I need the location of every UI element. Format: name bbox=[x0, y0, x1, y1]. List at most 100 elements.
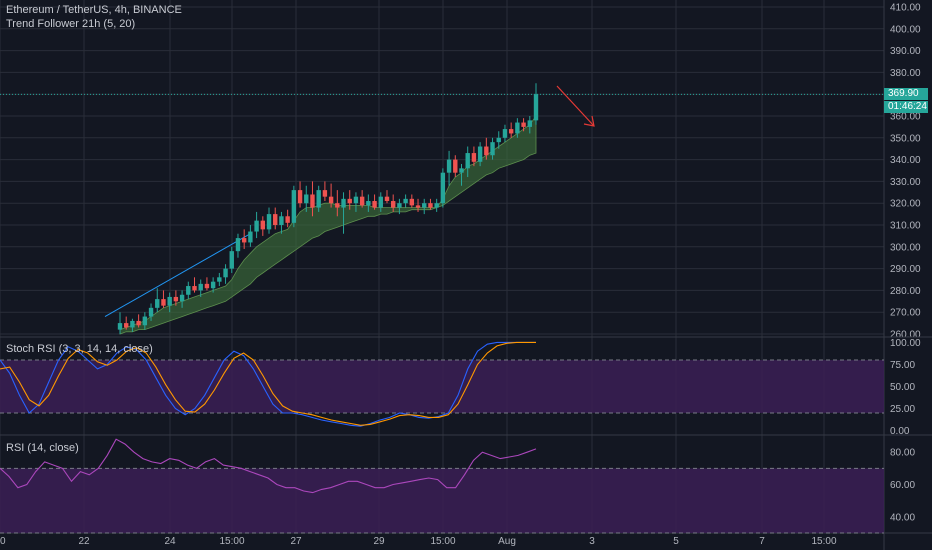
stoch-series-line bbox=[0, 341, 536, 427]
y-tick-label: 350.00 bbox=[890, 133, 921, 144]
candle bbox=[384, 196, 390, 202]
stoch-tick-label: 100.00 bbox=[890, 338, 921, 349]
x-tick-label: 24 bbox=[164, 536, 176, 547]
y-tick-label: 400.00 bbox=[890, 24, 921, 35]
candle bbox=[477, 146, 483, 162]
candle bbox=[508, 129, 514, 134]
candle bbox=[117, 323, 123, 330]
rsi-band bbox=[0, 468, 884, 533]
candle bbox=[285, 216, 290, 223]
x-tick-label: 27 bbox=[290, 536, 302, 547]
x-tick-label: 15:00 bbox=[219, 536, 244, 547]
candle bbox=[322, 190, 328, 197]
candle bbox=[353, 196, 359, 204]
candle bbox=[155, 299, 160, 308]
candle bbox=[434, 203, 439, 208]
candle bbox=[229, 251, 234, 269]
candle bbox=[471, 153, 477, 162]
candle bbox=[502, 129, 508, 138]
x-tick-label: 22 bbox=[78, 536, 90, 547]
y-tick-label: 380.00 bbox=[890, 68, 921, 79]
candle bbox=[235, 238, 241, 252]
candle bbox=[484, 146, 489, 156]
candle bbox=[347, 198, 352, 204]
candle bbox=[179, 294, 185, 302]
rsi-tick-label: 80.00 bbox=[890, 448, 915, 459]
candle bbox=[148, 307, 154, 317]
arrow-head bbox=[583, 115, 595, 127]
candle bbox=[440, 172, 446, 204]
candle bbox=[459, 168, 464, 173]
y-tick-label: 390.00 bbox=[890, 46, 921, 57]
candle bbox=[254, 220, 259, 232]
candle bbox=[310, 194, 315, 208]
candle bbox=[304, 194, 309, 204]
candle bbox=[241, 238, 247, 243]
rsi-tick-label: 40.00 bbox=[890, 512, 915, 523]
symbol-legend[interactable]: Ethereum / TetherUS, 4h, BINANCE bbox=[6, 4, 182, 16]
x-tick-label: Aug bbox=[498, 536, 516, 547]
candle bbox=[496, 137, 501, 143]
candle bbox=[186, 286, 191, 295]
stoch-rsi-legend[interactable]: Stoch RSI (3, 3, 14, 14, close) bbox=[6, 343, 153, 355]
candle bbox=[161, 299, 166, 306]
candle bbox=[378, 196, 383, 208]
stoch-tick-label: 50.00 bbox=[890, 382, 915, 393]
x-tick-label: 3 bbox=[589, 536, 595, 547]
y-tick-label: 330.00 bbox=[890, 177, 921, 188]
y-tick-label: 260.00 bbox=[890, 330, 921, 341]
candle bbox=[260, 220, 266, 230]
y-tick-label: 280.00 bbox=[890, 286, 921, 297]
candle bbox=[198, 283, 203, 291]
x-tick-label: 20 bbox=[0, 536, 6, 547]
candle bbox=[341, 198, 346, 208]
rsi-legend[interactable]: RSI (14, close) bbox=[6, 442, 79, 454]
candle bbox=[328, 196, 334, 204]
y-tick-label: 340.00 bbox=[890, 155, 921, 166]
trendline bbox=[104, 233, 251, 317]
candle bbox=[279, 216, 284, 225]
candle bbox=[527, 120, 532, 127]
stoch-series-line bbox=[0, 341, 536, 426]
candle bbox=[192, 286, 197, 291]
candle bbox=[403, 198, 408, 204]
candle bbox=[266, 214, 272, 230]
indicator-legend[interactable]: Trend Follower 21h (5, 20) bbox=[6, 18, 136, 30]
y-tick-label: 300.00 bbox=[890, 242, 921, 253]
candle bbox=[124, 323, 129, 328]
candle bbox=[204, 283, 210, 289]
candle bbox=[223, 268, 228, 278]
x-tick-label: 15:00 bbox=[430, 536, 455, 547]
candle bbox=[273, 214, 278, 225]
x-tick-label: 7 bbox=[759, 536, 765, 547]
candle bbox=[453, 159, 458, 173]
candle bbox=[397, 203, 402, 208]
candle bbox=[173, 296, 179, 302]
candle bbox=[372, 201, 377, 208]
arrow-annotation bbox=[556, 85, 595, 127]
candle bbox=[390, 201, 396, 208]
candle bbox=[521, 122, 526, 127]
candle bbox=[142, 316, 148, 326]
x-tick-label: 15:00 bbox=[811, 536, 836, 547]
y-tick-label: 290.00 bbox=[890, 264, 921, 275]
stoch-tick-label: 0.00 bbox=[890, 426, 910, 437]
candle bbox=[316, 190, 321, 208]
x-tick-label: 5 bbox=[673, 536, 679, 547]
candle bbox=[366, 201, 371, 206]
candle bbox=[335, 203, 340, 208]
candle bbox=[428, 203, 433, 208]
x-tick-label: 29 bbox=[373, 536, 385, 547]
candle bbox=[490, 142, 495, 156]
stoch-tick-label: 75.00 bbox=[890, 360, 915, 371]
countdown-tag: 01:46:24 bbox=[884, 101, 928, 113]
y-tick-label: 310.00 bbox=[890, 221, 921, 232]
candle bbox=[533, 94, 539, 121]
y-tick-label: 360.00 bbox=[890, 112, 921, 123]
y-tick-label: 410.00 bbox=[890, 3, 921, 14]
candle bbox=[130, 320, 135, 328]
trend-follower-band bbox=[119, 114, 537, 335]
candle bbox=[409, 198, 415, 206]
